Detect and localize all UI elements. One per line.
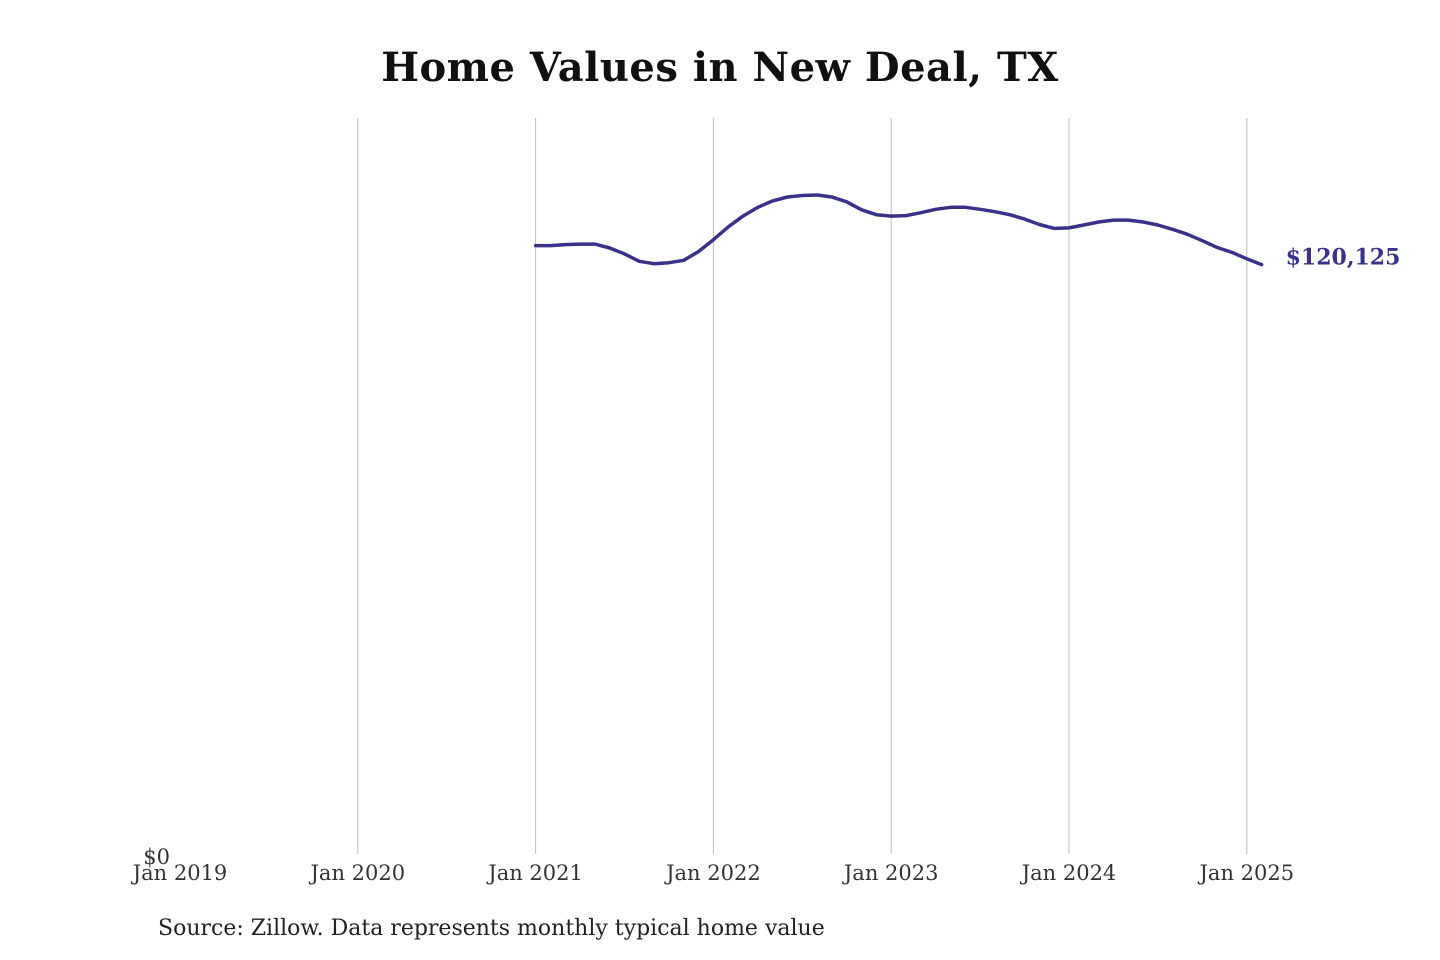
x-tick-label: Jan 2020 [309,861,406,885]
x-tick-label: Jan 2023 [842,861,939,885]
x-tick-label: Jan 2019 [131,861,228,885]
x-tick-label: Jan 2024 [1020,861,1117,885]
x-tick-label: Jan 2025 [1198,861,1295,885]
source-note: Source: Zillow. Data represents monthly … [158,916,825,941]
x-tick-label: Jan 2021 [486,861,583,885]
gridlines [357,118,1248,854]
y-tick-label: $0 [143,845,170,869]
x-axis-tick-labels: Jan 2019 Jan 2020 Jan 2021 Jan 2022 Jan 2023… [131,861,1294,885]
series-line [533,193,1264,267]
chart-title: Home Values in New Deal, TX [381,44,1059,91]
x-tick-label: Jan 2022 [664,861,761,885]
end-value-label: $120,125 [1286,245,1401,271]
